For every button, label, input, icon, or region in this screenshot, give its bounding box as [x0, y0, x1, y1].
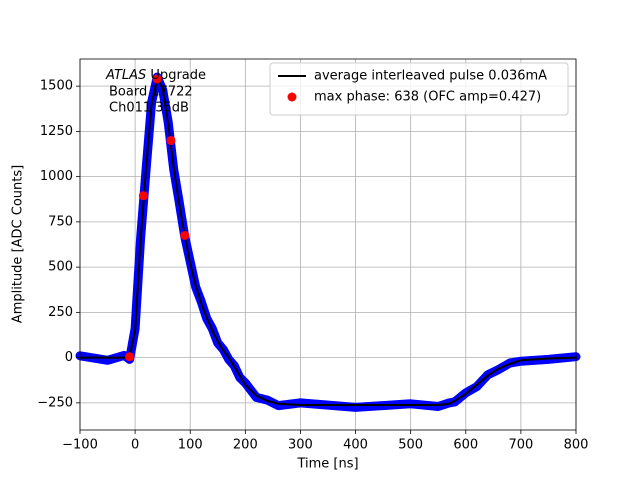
annotation-line: Ch011 35dB: [109, 101, 189, 116]
marker: [434, 402, 443, 411]
annotation: ATLAS Upgrade: [105, 68, 206, 83]
x-axis-label: Time [ns]: [296, 457, 358, 472]
ticks: −100 0 100 200 300 400 500 600 700 800 −250 0 250 500…: [37, 79, 588, 453]
x-tick-label: −100: [62, 438, 98, 453]
marker: [138, 191, 148, 201]
marker: [152, 74, 162, 84]
y-tick-label: 1250: [40, 124, 73, 139]
marker: [166, 135, 176, 145]
y-tick-label: 1000: [40, 169, 73, 184]
x-tick-label: 700: [508, 438, 533, 453]
x-tick-label: 0: [131, 438, 139, 453]
plot-area: [75, 72, 581, 412]
legend-label: max phase: 638 (OFC amp=0.427): [314, 90, 541, 105]
annotation-emphasis: ATLAS: [105, 68, 146, 83]
marker: [252, 393, 261, 402]
y-tick-label: −250: [37, 395, 73, 410]
y-tick-label: 250: [48, 305, 73, 320]
y-tick-label: 750: [48, 214, 73, 229]
annotation-line: Board 17722: [109, 85, 193, 100]
y-tick-label: 1500: [40, 79, 73, 94]
x-tick-label: 200: [233, 438, 258, 453]
x-tick-label: 600: [453, 438, 478, 453]
legend: average interleaved pulse 0.036mA max pha…: [269, 62, 569, 116]
x-tick-label: 400: [343, 438, 368, 453]
y-axis-label: Amplitude [ADC Counts]: [11, 165, 26, 323]
legend-label: average interleaved pulse 0.036mA: [314, 69, 547, 84]
legend-box: [269, 62, 569, 116]
annotation-text: Upgrade: [150, 68, 206, 83]
x-tick-label: 300: [288, 438, 313, 453]
x-tick-label: 500: [398, 438, 423, 453]
y-tick-label: 0: [65, 350, 73, 365]
marker: [180, 230, 190, 240]
x-tick-label: 800: [564, 438, 589, 453]
series-line: [79, 77, 577, 406]
marker: [472, 382, 481, 391]
x-tick-label: 100: [178, 438, 203, 453]
marker: [406, 399, 415, 408]
legend-swatch: [287, 92, 297, 102]
axes-frame: [79, 58, 577, 431]
y-tick-label: 500: [48, 260, 73, 275]
marker: [125, 352, 135, 362]
